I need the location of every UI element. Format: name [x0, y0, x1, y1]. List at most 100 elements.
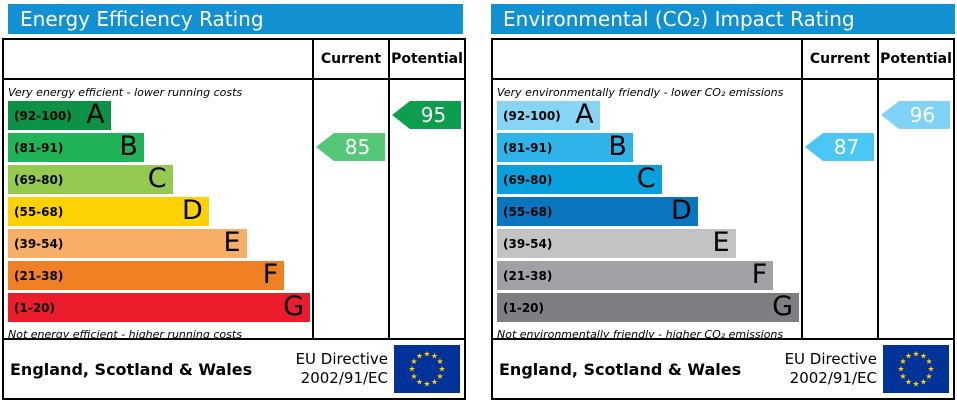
- svg-text:★: ★: [927, 365, 934, 374]
- band-row: (21-38) F: [497, 261, 799, 290]
- table-footer: England, Scotland & Wales EU Directive 2…: [493, 338, 953, 398]
- band-range: (92-100): [503, 108, 561, 123]
- eu-flag: ★ ★★★★★★★★★★★: [394, 345, 460, 393]
- band-row: (69-80) C: [8, 165, 310, 194]
- svg-text:★: ★: [410, 372, 417, 381]
- band-range: (1-20): [503, 300, 544, 315]
- svg-text:★: ★: [431, 352, 438, 361]
- band-bar: (81-91) B: [8, 133, 144, 162]
- band-bar: (81-91) B: [497, 133, 633, 162]
- potential-column-header: Potential: [388, 40, 464, 78]
- current-column-header: Current: [312, 40, 388, 78]
- band-letter: F: [262, 259, 279, 290]
- band-bar: (69-80) C: [497, 165, 662, 194]
- header-spacer: [4, 40, 312, 78]
- potential-column: 95: [388, 80, 464, 338]
- potential-arrow: 95: [392, 101, 461, 129]
- band-bar: (39-54) E: [497, 229, 736, 258]
- svg-text:★: ★: [897, 365, 904, 374]
- band-range: (1-20): [14, 300, 55, 315]
- band-row: (39-54) E: [8, 229, 310, 258]
- header-spacer: [493, 40, 801, 78]
- energy-efficiency-panel: Energy Efficiency Rating Current Potenti…: [2, 4, 466, 400]
- band-bar: (21-38) F: [497, 261, 774, 290]
- svg-text:★: ★: [899, 372, 906, 381]
- panel-title: Environmental (CO₂) Impact Rating: [503, 7, 855, 31]
- eu-directive-line1: EU Directive: [784, 350, 877, 368]
- eu-directive-line2: 2002/91/EC: [789, 369, 877, 387]
- band-range: (69-80): [503, 172, 553, 187]
- potential-value: 95: [420, 103, 447, 127]
- band-bar: (39-54) E: [8, 229, 247, 258]
- eu-directive-line1: EU Directive: [295, 350, 388, 368]
- band-letter: G: [283, 291, 304, 322]
- current-value: 85: [344, 135, 371, 159]
- rating-body: Very environmentally friendly - lower CO…: [493, 80, 953, 341]
- band-letter: D: [671, 195, 692, 226]
- svg-text:★: ★: [410, 357, 417, 366]
- band-row: (1-20) G: [497, 293, 799, 322]
- svg-text:★: ★: [436, 357, 443, 366]
- band-letter: E: [712, 227, 730, 258]
- bands-column: Very energy efficient - lower running co…: [4, 80, 312, 341]
- eu-directive-line2: 2002/91/EC: [300, 369, 388, 387]
- svg-text:★: ★: [899, 357, 906, 366]
- panel-title-bar: Energy Efficiency Rating: [8, 4, 463, 34]
- svg-text:★: ★: [423, 350, 430, 359]
- band-bar: (92-100) A: [497, 101, 600, 130]
- band-range: (81-91): [14, 140, 64, 155]
- eu-directive-label: EU Directive 2002/91/EC: [296, 350, 394, 388]
- svg-text:★: ★: [431, 377, 438, 386]
- svg-text:★: ★: [920, 352, 927, 361]
- band-row: (21-38) F: [8, 261, 310, 290]
- eu-directive-label: EU Directive 2002/91/EC: [785, 350, 883, 388]
- band-letter: C: [147, 163, 167, 194]
- band-letter: G: [772, 291, 793, 322]
- top-caption: Very environmentally friendly - lower CO…: [497, 86, 784, 99]
- band-letter: E: [223, 227, 241, 258]
- eu-flag: ★ ★★★★★★★★★★★: [883, 345, 949, 393]
- band-range: (55-68): [503, 204, 553, 219]
- current-column-header: Current: [801, 40, 877, 78]
- svg-text:★: ★: [925, 357, 932, 366]
- current-column: 87: [801, 80, 877, 338]
- svg-text:★: ★: [925, 372, 932, 381]
- band-letter: A: [575, 99, 594, 130]
- band-row: (55-68) D: [497, 197, 799, 226]
- band-row: (92-100) A: [8, 101, 310, 130]
- table-header-row: Current Potential: [4, 40, 464, 80]
- potential-column: 96: [877, 80, 953, 338]
- svg-text:★: ★: [438, 365, 445, 374]
- svg-text:★: ★: [912, 380, 919, 389]
- top-caption: Very energy efficient - lower running co…: [8, 86, 243, 99]
- current-column: 85: [312, 80, 388, 338]
- current-arrow: 87: [805, 133, 874, 161]
- band-bar: (1-20) G: [8, 293, 310, 322]
- band-range: (21-38): [14, 268, 64, 283]
- band-letter: A: [86, 99, 105, 130]
- band-row: (1-20) G: [8, 293, 310, 322]
- rating-table: Current Potential Very energy efficient …: [2, 38, 466, 400]
- svg-text:★: ★: [408, 365, 415, 374]
- band-letter: D: [182, 195, 203, 226]
- band-letter: B: [119, 131, 138, 162]
- band-bar: (1-20) G: [497, 293, 799, 322]
- band-bar: (21-38) F: [8, 259, 285, 290]
- potential-column-header: Potential: [877, 40, 953, 78]
- band-row: (39-54) E: [497, 229, 799, 258]
- svg-text:★: ★: [416, 377, 423, 386]
- band-row: (55-68) D: [8, 197, 310, 226]
- svg-text:★: ★: [905, 377, 912, 386]
- region-label: England, Scotland & Wales: [499, 359, 742, 379]
- band-row: (81-91) B: [8, 133, 310, 162]
- band-bar: (92-100) A: [8, 101, 111, 130]
- band-range: (39-54): [14, 236, 64, 251]
- band-row: (81-91) B: [497, 133, 799, 162]
- potential-value: 96: [909, 103, 936, 127]
- svg-text:★: ★: [416, 352, 423, 361]
- band-range: (39-54): [503, 236, 553, 251]
- current-value: 87: [833, 135, 860, 159]
- environmental-impact-panel: Environmental (CO₂) Impact Rating Curren…: [491, 4, 955, 400]
- band-bar: (55-68) D: [8, 197, 209, 226]
